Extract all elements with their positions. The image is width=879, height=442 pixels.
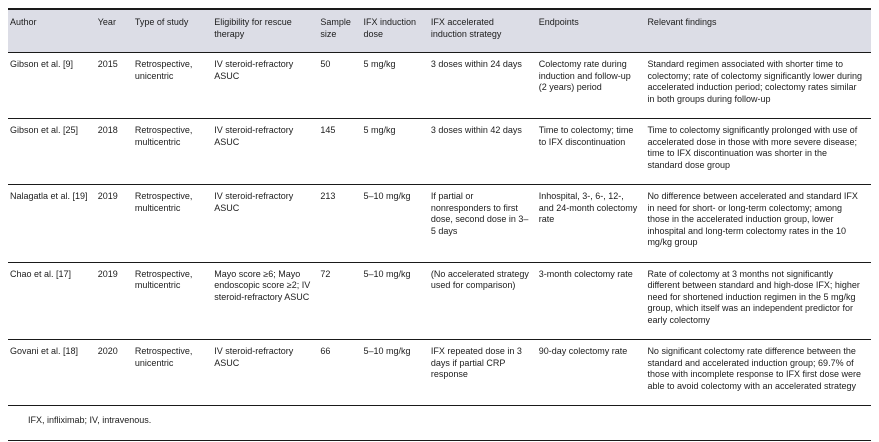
table-cell: 2019	[97, 184, 135, 263]
table-cell: 3 doses within 42 days	[430, 118, 539, 185]
table-cell: Retrospective, multicentric	[134, 262, 215, 340]
table-cell: 5–10 mg/kg	[363, 339, 431, 406]
table-cell: 5 mg/kg	[363, 52, 431, 119]
table-cell: 145	[320, 118, 364, 185]
table-cell: Gibson et al. [25]	[8, 118, 98, 185]
table-cell: Retrospective, unicentric	[134, 52, 215, 119]
table-cell: 90-day colectomy rate	[538, 339, 648, 406]
column-header: Type of study	[134, 9, 215, 53]
table-cell: (No accelerated strategy used for compar…	[430, 262, 539, 340]
table-cell: 3-month colectomy rate	[538, 262, 648, 340]
table-cell: 72	[320, 262, 364, 340]
table-footnote: IFX, infliximab; IV, intravenous.	[8, 406, 871, 441]
table-row: Gibson et al. [9] 2015 Retrospective, unic…	[8, 52, 871, 119]
table-cell: Nalagatla et al. [19]	[8, 184, 98, 263]
column-header: Author	[8, 9, 98, 53]
table-cell: Colectomy rate during induction and foll…	[538, 52, 648, 119]
table-cell: 213	[320, 184, 364, 263]
table-cell: 2018	[97, 118, 135, 185]
table-cell: IFX repeated dose in 3 days if partial C…	[430, 339, 539, 406]
column-header: IFX induction dose	[363, 9, 431, 53]
table-cell: 5–10 mg/kg	[363, 262, 431, 340]
table-cell: Chao et al. [17]	[8, 262, 98, 340]
table-cell: Standard regimen associated with shorter…	[647, 52, 871, 119]
table-cell: IV steroid-refractory ASUC	[214, 52, 321, 119]
table-cell: 2019	[97, 262, 135, 340]
table-cell: If partial or nonresponders to first dos…	[430, 184, 539, 263]
column-header: Relevant findings	[647, 9, 871, 53]
table-cell: 66	[320, 339, 364, 406]
column-header: Year	[97, 9, 135, 53]
table-cell: 2015	[97, 52, 135, 119]
table-cell: IV steroid-refractory ASUC	[214, 339, 321, 406]
table-row: Govani et al. [18] 2020 Retrospective, uni…	[8, 339, 871, 406]
table-cell: Retrospective, multicentric	[134, 118, 215, 185]
column-header: Sample size	[320, 9, 364, 53]
table-cell: No significant colectomy rate difference…	[647, 339, 871, 406]
column-header: Endpoints	[538, 9, 648, 53]
studies-table: Author Year Type of study Eligibility for r…	[8, 8, 871, 406]
column-header: Eligibility for rescue therapy	[214, 9, 321, 53]
table-cell: Govani et al. [18]	[8, 339, 98, 406]
table-cell: Rate of colectomy at 3 months not signif…	[647, 262, 871, 340]
header-row: Author Year Type of study Eligibility for r…	[8, 9, 871, 53]
table-row: Chao et al. [17] 2019 Retrospective, multi…	[8, 262, 871, 340]
table-cell: 3 doses within 24 days	[430, 52, 539, 119]
table-cell: 5 mg/kg	[363, 118, 431, 185]
table-cell: Time to colectomy significantly prolonge…	[647, 118, 871, 185]
table-cell: 2020	[97, 339, 135, 406]
table-cell: Inhospital, 3-, 6-, 12-, and 24-month co…	[538, 184, 648, 263]
table-cell: Retrospective, unicentric	[134, 339, 215, 406]
table-cell: 5–10 mg/kg	[363, 184, 431, 263]
table-cell: Mayo score ≥6; Mayo endoscopic score ≥2;…	[214, 262, 321, 340]
table-row: Nalagatla et al. [19] 2019 Retrospective, …	[8, 184, 871, 263]
table-cell: IV steroid-refractory ASUC	[214, 118, 321, 185]
table-cell: 50	[320, 52, 364, 119]
table-row: Gibson et al. [25] 2018 Retrospective, mul…	[8, 118, 871, 185]
table-body: Gibson et al. [9] 2015 Retrospective, unic…	[8, 52, 871, 406]
table-cell: Time to colectomy; time to IFX discontin…	[538, 118, 648, 185]
column-header: IFX accelerated induction strategy	[430, 9, 539, 53]
table-cell: Retrospective, multicentric	[134, 184, 215, 263]
table-header: Author Year Type of study Eligibility for r…	[8, 9, 871, 53]
table-cell: Gibson et al. [9]	[8, 52, 98, 119]
table-cell: IV steroid-refractory ASUC	[214, 184, 321, 263]
table-cell: No difference between accelerated and st…	[647, 184, 871, 263]
